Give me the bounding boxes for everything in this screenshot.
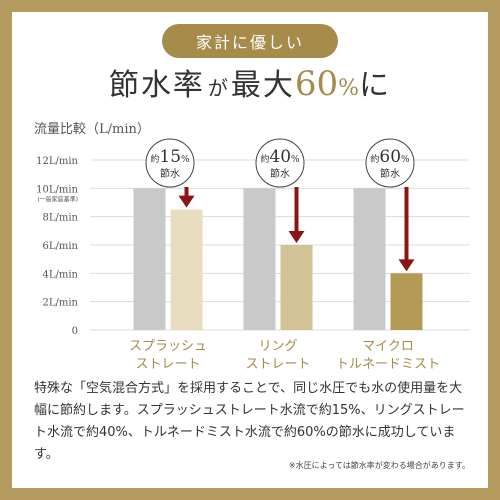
saving-callout — [145, 138, 195, 188]
y-tick-label: 0 — [72, 326, 78, 337]
category-label: マイクロ — [362, 339, 414, 354]
saving-text-label: 節水 — [270, 167, 290, 180]
category-label: リング — [258, 339, 297, 354]
y-tick-sublabel: (一般家庭基準) — [37, 195, 78, 203]
baseline-bar — [133, 188, 166, 330]
baseline-bar — [353, 188, 386, 330]
headline-number: 60 — [294, 64, 339, 104]
y-tick-label: 10L/min — [36, 184, 78, 195]
category-label: ストレート — [135, 357, 200, 372]
category-label: スプラッシュ — [129, 339, 207, 354]
badge-pill: 家計に優しい — [162, 24, 338, 58]
reduced-bar — [280, 245, 313, 330]
headline-part1: 節水率 — [108, 68, 205, 103]
reduced-bar — [390, 273, 423, 330]
saving-rate-label: 約40% — [260, 147, 300, 167]
footnote: ※水圧によっては節水率が変わる場合があります。 — [288, 461, 470, 470]
description-text: 特殊な「空気混合方式」を採用することで、同じ水圧でも水の使用量を大幅に節約します… — [34, 381, 465, 462]
saving-text-label: 節水 — [380, 167, 400, 180]
saving-text-label: 節水 — [160, 167, 180, 180]
y-tick-label: 2L/min — [43, 298, 79, 309]
headline-part2: が — [207, 76, 228, 100]
category-label: トルネードミスト — [336, 357, 440, 372]
reduced-bar — [170, 209, 203, 330]
saving-callout — [255, 138, 305, 188]
baseline-bar — [243, 188, 276, 330]
y-tick-label: 12L/min — [36, 156, 78, 167]
category-label: ストレート — [245, 357, 310, 372]
down-arrow-head — [288, 231, 305, 243]
saving-rate-label: 約60% — [370, 147, 410, 167]
down-arrow-head — [178, 195, 195, 208]
y-axis-title: 流量比較（L/min） — [34, 122, 150, 137]
y-tick-label: 6L/min — [43, 241, 79, 252]
y-tick-label: 8L/min — [43, 213, 79, 224]
headline: 節水率 が 最大 60 % に — [0, 60, 500, 106]
saving-callout — [365, 138, 415, 188]
down-arrow-head — [398, 259, 415, 272]
headline-unit: % — [338, 76, 360, 101]
y-tick-label: 4L/min — [43, 269, 79, 280]
saving-rate-label: 約15% — [150, 147, 190, 167]
headline-part3: 最大 — [230, 68, 295, 103]
headline-part4: に — [359, 68, 392, 103]
